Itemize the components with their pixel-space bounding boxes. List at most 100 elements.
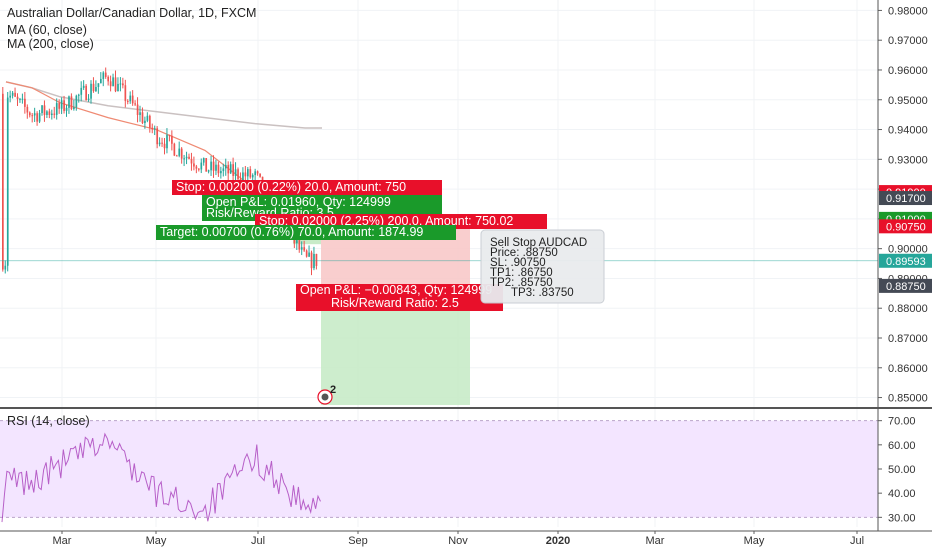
target-label-2-bg	[156, 225, 456, 240]
open-pl-label-2-text: Open P&L: −0.00843, Qty: 124999	[300, 283, 492, 297]
candle-body	[92, 83, 95, 92]
candle-body	[161, 142, 163, 144]
time-axis[interactable]: Mar May Jul Sep Nov 2020 Mar May Jul	[53, 531, 865, 547]
candle-body	[146, 115, 149, 121]
candle-body	[210, 161, 212, 171]
candle-body	[308, 252, 310, 257]
candle-body	[26, 106, 29, 113]
price-tick-label: 0.96000	[888, 65, 928, 77]
candle-body	[38, 113, 41, 122]
chart-legend: Australian Dollar/Canadian Dollar, 1D, F…	[7, 6, 256, 51]
candle-body	[87, 98, 90, 101]
candle-body	[129, 95, 132, 102]
candle-body	[244, 172, 247, 177]
price-badge-label: 0.91700	[886, 193, 926, 205]
order-box-bg	[480, 229, 605, 304]
candle-body	[63, 100, 65, 111]
candle-body	[310, 252, 313, 269]
candle-body	[305, 250, 308, 257]
price-tick-label: 0.97000	[888, 35, 928, 47]
candle-body	[207, 170, 210, 172]
price-badge: 0.90750	[879, 219, 932, 234]
candle-body	[144, 120, 146, 124]
candle-body	[58, 103, 61, 109]
candle-body	[234, 169, 237, 176]
candle-body	[296, 240, 298, 244]
order-box-title: Sell Stop AUDCAD	[490, 237, 587, 249]
target-label-2[interactable]: Target: 0.00700 (0.76%) 70.0, Amount: 18…	[156, 225, 456, 240]
price-tick-label: 0.86000	[888, 363, 928, 375]
candle-body	[97, 83, 100, 87]
candle-body	[75, 95, 78, 108]
time-tick-label: May	[146, 535, 167, 547]
price-badge-label: 0.88750	[886, 281, 926, 293]
position-zones[interactable]	[293, 218, 470, 405]
open-pl-label-1-bg	[202, 195, 442, 210]
candle-body	[259, 173, 261, 177]
rsi-tick-label: 30.00	[888, 512, 916, 524]
price-tick-label: 0.95000	[888, 95, 928, 107]
candle-body	[254, 171, 257, 176]
candle-body	[119, 83, 122, 85]
candle-body	[220, 171, 222, 174]
price-badge-bg	[879, 253, 932, 268]
candle-body	[227, 164, 230, 174]
price-badge-label: 0.89593	[886, 256, 926, 268]
candle-body	[149, 115, 151, 128]
candle-body	[173, 143, 176, 156]
candle-body	[141, 112, 144, 124]
candle-body	[19, 98, 21, 100]
candle-body	[175, 155, 178, 157]
rsi-tick-label: 40.00	[888, 488, 916, 500]
candle-body	[21, 98, 24, 100]
candle-body	[14, 92, 16, 97]
candle-body	[200, 162, 203, 170]
candle-body	[178, 148, 181, 156]
candle-body	[247, 169, 249, 177]
stop-label-1[interactable]: Stop: 0.00200 (0.22%) 20.0, Amount: 750	[172, 180, 442, 195]
stop-label-1-text: Stop: 0.00200 (0.22%) 20.0, Amount: 750	[176, 180, 406, 194]
candle-body	[229, 164, 232, 174]
rr-label-2-bg	[296, 298, 503, 311]
rsi-tick-label: 60.00	[888, 440, 916, 452]
price-tick-label: 0.93000	[888, 154, 928, 166]
candle-body	[65, 107, 68, 111]
annotations[interactable]: Stop: 0.00200 (0.22%) 20.0, Amount: 750O…	[156, 180, 547, 311]
candle-body	[31, 115, 34, 117]
open-pl-label-2-bg	[296, 284, 503, 298]
price-badge-label: 0.90750	[886, 221, 926, 233]
open-pl-label-1[interactable]: Open P&L: 0.01960, Qty: 124999	[202, 195, 442, 210]
rsi-title: RSI (14, close)	[7, 414, 90, 428]
rsi-band-background	[0, 420, 878, 518]
candle-body	[232, 164, 234, 176]
rsi-axis[interactable]: 70.00 60.00 50.00 40.00 30.00	[878, 416, 916, 525]
candle-body	[51, 113, 53, 115]
candle-body	[153, 128, 156, 130]
candle-body	[122, 83, 124, 86]
price-tick-label: 0.94000	[888, 125, 928, 137]
price-axis[interactable]: 0.98000 0.97000 0.96000 0.95000 0.94000 0.930…	[878, 5, 932, 405]
candle-body	[2, 93, 4, 270]
candle-body	[112, 77, 114, 87]
open-pl-label-2[interactable]: Open P&L: −0.00843, Qty: 124999	[296, 283, 503, 298]
time-tick-label: Nov	[448, 535, 468, 547]
candle-body	[126, 100, 129, 102]
price-badge-bg	[879, 278, 932, 293]
candle-body	[73, 107, 75, 110]
rr-label-2[interactable]: Risk/Reward Ratio: 2.5	[296, 296, 503, 311]
time-tick-label: Mar	[646, 535, 665, 547]
candle-body	[117, 83, 119, 92]
candle-body	[315, 253, 318, 266]
order-box-price: Price: .88750	[490, 247, 558, 259]
candle-body	[249, 169, 252, 178]
candle-body	[300, 247, 303, 250]
rr-label-2-text: Risk/Reward Ratio: 2.5	[331, 296, 459, 310]
event-marker[interactable]: 2	[317, 384, 336, 405]
rsi-tick-label: 50.00	[888, 464, 916, 476]
candle-body	[90, 83, 92, 99]
candle-body	[131, 95, 134, 104]
stop-label-2-text: Stop: 0.02000 (2.25%) 200.0, Amount: 750…	[259, 214, 513, 228]
candle-body	[24, 98, 26, 107]
